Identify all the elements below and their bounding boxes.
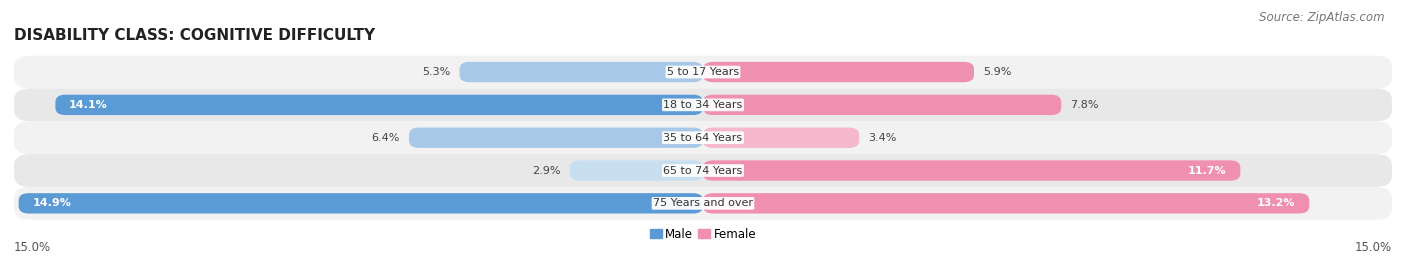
FancyBboxPatch shape (703, 127, 859, 148)
Text: 15.0%: 15.0% (1355, 241, 1392, 254)
Text: 11.7%: 11.7% (1188, 166, 1226, 176)
Text: 14.9%: 14.9% (32, 198, 72, 208)
Text: Source: ZipAtlas.com: Source: ZipAtlas.com (1260, 11, 1385, 24)
Text: 18 to 34 Years: 18 to 34 Years (664, 100, 742, 110)
Text: 5.9%: 5.9% (983, 67, 1011, 77)
Text: 7.8%: 7.8% (1070, 100, 1099, 110)
FancyBboxPatch shape (14, 187, 1392, 220)
Text: 3.4%: 3.4% (869, 133, 897, 143)
FancyBboxPatch shape (14, 154, 1392, 187)
FancyBboxPatch shape (460, 62, 703, 82)
FancyBboxPatch shape (703, 62, 974, 82)
FancyBboxPatch shape (703, 160, 1240, 181)
FancyBboxPatch shape (14, 56, 1392, 89)
FancyBboxPatch shape (18, 193, 703, 214)
Text: DISABILITY CLASS: COGNITIVE DIFFICULTY: DISABILITY CLASS: COGNITIVE DIFFICULTY (14, 28, 375, 42)
Text: 5 to 17 Years: 5 to 17 Years (666, 67, 740, 77)
FancyBboxPatch shape (569, 160, 703, 181)
FancyBboxPatch shape (703, 193, 1309, 214)
Text: 14.1%: 14.1% (69, 100, 108, 110)
FancyBboxPatch shape (703, 95, 1062, 115)
Text: 5.3%: 5.3% (422, 67, 450, 77)
Text: 75 Years and over: 75 Years and over (652, 198, 754, 208)
Text: 15.0%: 15.0% (14, 241, 51, 254)
Text: 2.9%: 2.9% (531, 166, 561, 176)
Text: 13.2%: 13.2% (1257, 198, 1295, 208)
Text: 6.4%: 6.4% (371, 133, 399, 143)
Text: 35 to 64 Years: 35 to 64 Years (664, 133, 742, 143)
FancyBboxPatch shape (14, 121, 1392, 154)
FancyBboxPatch shape (55, 95, 703, 115)
FancyBboxPatch shape (14, 89, 1392, 121)
Legend: Male, Female: Male, Female (645, 223, 761, 246)
FancyBboxPatch shape (409, 127, 703, 148)
Text: 65 to 74 Years: 65 to 74 Years (664, 166, 742, 176)
